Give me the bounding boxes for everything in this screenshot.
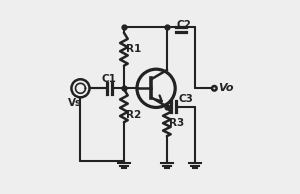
- Text: R2: R2: [126, 110, 141, 120]
- Text: Vo: Vo: [218, 83, 233, 93]
- Text: C3: C3: [179, 94, 194, 104]
- Text: C1: C1: [101, 74, 116, 84]
- Text: R3: R3: [169, 118, 184, 128]
- Text: C2: C2: [177, 20, 192, 30]
- Text: Vs: Vs: [68, 98, 82, 108]
- Text: R1: R1: [126, 44, 141, 54]
